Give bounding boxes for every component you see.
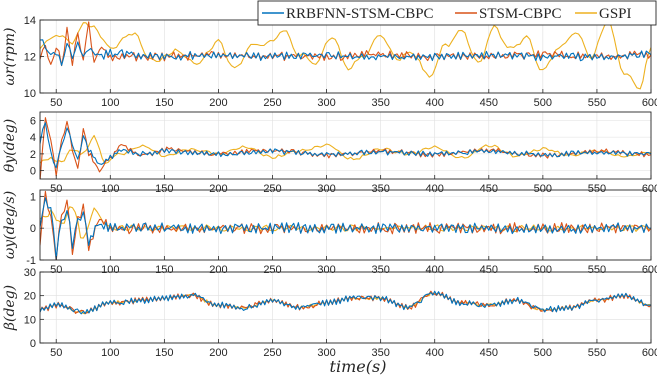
x-tick-label: 350 bbox=[371, 183, 389, 195]
series-line-rrbfnn-stsm-cbpc bbox=[40, 197, 651, 260]
y-tick-label: 6 bbox=[30, 115, 36, 127]
panels: 5010015020025030035040045050055060010121… bbox=[2, 15, 657, 359]
x-tick-label: 250 bbox=[263, 183, 281, 195]
legend-label: GSPI bbox=[599, 6, 632, 22]
x-tick-label: 500 bbox=[534, 347, 552, 359]
x-tick-label: 100 bbox=[101, 183, 119, 195]
legend-label: STSM-CBPC bbox=[479, 6, 562, 22]
y-tick-label: 1 bbox=[30, 191, 36, 203]
x-tick-label: 300 bbox=[317, 97, 335, 109]
y-tick-label: 0 bbox=[30, 223, 36, 235]
y-axis-label: θy(deg) bbox=[2, 119, 18, 172]
series-line-rrbfnn-stsm-cbpc bbox=[40, 122, 651, 169]
x-tick-label: 500 bbox=[534, 97, 552, 109]
series-line-rrbfnn-stsm-cbpc bbox=[40, 290, 651, 315]
x-tick-label: 400 bbox=[426, 183, 444, 195]
axis-frame bbox=[39, 189, 652, 261]
x-tick-label: 300 bbox=[317, 183, 335, 195]
x-tick-label: 50 bbox=[50, 347, 62, 359]
x-tick-label: 350 bbox=[371, 97, 389, 109]
y-axis-label: ωr(rpm) bbox=[2, 28, 18, 86]
y-axis-label: ωy(deg/s) bbox=[2, 191, 18, 259]
y-tick-label: 10 bbox=[24, 314, 36, 326]
x-tick-label: 100 bbox=[101, 264, 119, 276]
x-tick-label: 450 bbox=[480, 347, 498, 359]
x-tick-label: 400 bbox=[426, 264, 444, 276]
series-line-stsm-cbpc bbox=[40, 117, 651, 179]
x-tick-label: 250 bbox=[263, 97, 281, 109]
y-tick-label: 20 bbox=[24, 291, 36, 303]
y-tick-label: 14 bbox=[24, 15, 36, 27]
panel-beta: 50 100 150 200 250 300 350 400 450 500 550 600 0 10 20… bbox=[2, 267, 657, 359]
axis-frame bbox=[39, 271, 652, 344]
x-tick-label: 350 bbox=[371, 347, 389, 359]
x-tick-label: 100 bbox=[101, 347, 119, 359]
panel-omega_y: 50 100 150 200 250 300 350 400 450 500 550 600 -1 0 1ω… bbox=[2, 189, 657, 276]
x-tick-label: 250 bbox=[263, 264, 281, 276]
x-tick-label: 350 bbox=[371, 264, 389, 276]
y-tick-label: 10 bbox=[24, 88, 36, 100]
legend-label: RRBFNN-STSM-CBPC bbox=[286, 6, 434, 22]
x-tick-label: 150 bbox=[155, 264, 173, 276]
panel-omega_r: 50 100 150 200 250 300 350 400 450 500 550 600 10 12 1… bbox=[2, 15, 657, 109]
x-tick-label: 150 bbox=[155, 347, 173, 359]
x-tick-label: 200 bbox=[209, 264, 227, 276]
x-tick-label: 500 bbox=[534, 183, 552, 195]
series-line-rrbfnn-stsm-cbpc bbox=[40, 39, 651, 66]
x-tick-label: 600 bbox=[642, 97, 657, 109]
x-tick-label: 450 bbox=[480, 264, 498, 276]
y-tick-label: -1 bbox=[26, 255, 36, 267]
y-tick-label: 12 bbox=[24, 52, 36, 64]
panel-theta_y: 50 100 150 200 250 300 350 400 450 500 550 600 0 2 4 6θ… bbox=[2, 111, 657, 195]
y-tick-label: 30 bbox=[24, 267, 36, 279]
x-tick-label: 300 bbox=[317, 347, 335, 359]
x-tick-label: 550 bbox=[588, 347, 606, 359]
x-tick-label: 400 bbox=[426, 97, 444, 109]
x-tick-label: 300 bbox=[317, 264, 335, 276]
series-line-gspi bbox=[40, 206, 651, 239]
x-tick-label: 550 bbox=[588, 183, 606, 195]
y-axis-label: β(deg) bbox=[2, 285, 18, 331]
y-tick-label: 0 bbox=[30, 338, 36, 350]
x-axis-label: time(s) bbox=[330, 357, 387, 376]
x-tick-label: 200 bbox=[209, 183, 227, 195]
y-tick-label: 2 bbox=[30, 149, 36, 161]
axis-frame bbox=[39, 111, 652, 180]
x-tick-label: 50 bbox=[50, 264, 62, 276]
x-tick-label: 600 bbox=[642, 347, 657, 359]
x-tick-label: 400 bbox=[426, 347, 444, 359]
series-line-stsm-cbpc bbox=[40, 21, 651, 67]
x-tick-label: 500 bbox=[534, 264, 552, 276]
x-tick-label: 600 bbox=[642, 264, 657, 276]
x-tick-label: 450 bbox=[480, 183, 498, 195]
x-tick-label: 450 bbox=[480, 97, 498, 109]
y-tick-label: 4 bbox=[30, 132, 36, 144]
x-tick-label: 150 bbox=[155, 183, 173, 195]
x-tick-label: 50 bbox=[50, 97, 62, 109]
legend-items: RRBFNN-STSM-CBPC STSM-CBPC GSPI bbox=[262, 6, 632, 22]
x-tick-label: 550 bbox=[588, 97, 606, 109]
y-tick-label: 0 bbox=[30, 166, 36, 178]
x-tick-label: 50 bbox=[50, 183, 62, 195]
x-tick-label: 100 bbox=[101, 97, 119, 109]
x-tick-label: 200 bbox=[209, 347, 227, 359]
legend: RRBFNN-STSM-CBPC STSM-CBPC GSPI bbox=[257, 0, 657, 26]
x-tick-label: 150 bbox=[155, 97, 173, 109]
x-tick-label: 600 bbox=[642, 183, 657, 195]
x-tick-label: 250 bbox=[263, 347, 281, 359]
series-line-stsm-cbpc bbox=[40, 290, 651, 315]
x-tick-label: 200 bbox=[209, 97, 227, 109]
x-tick-label: 550 bbox=[588, 264, 606, 276]
